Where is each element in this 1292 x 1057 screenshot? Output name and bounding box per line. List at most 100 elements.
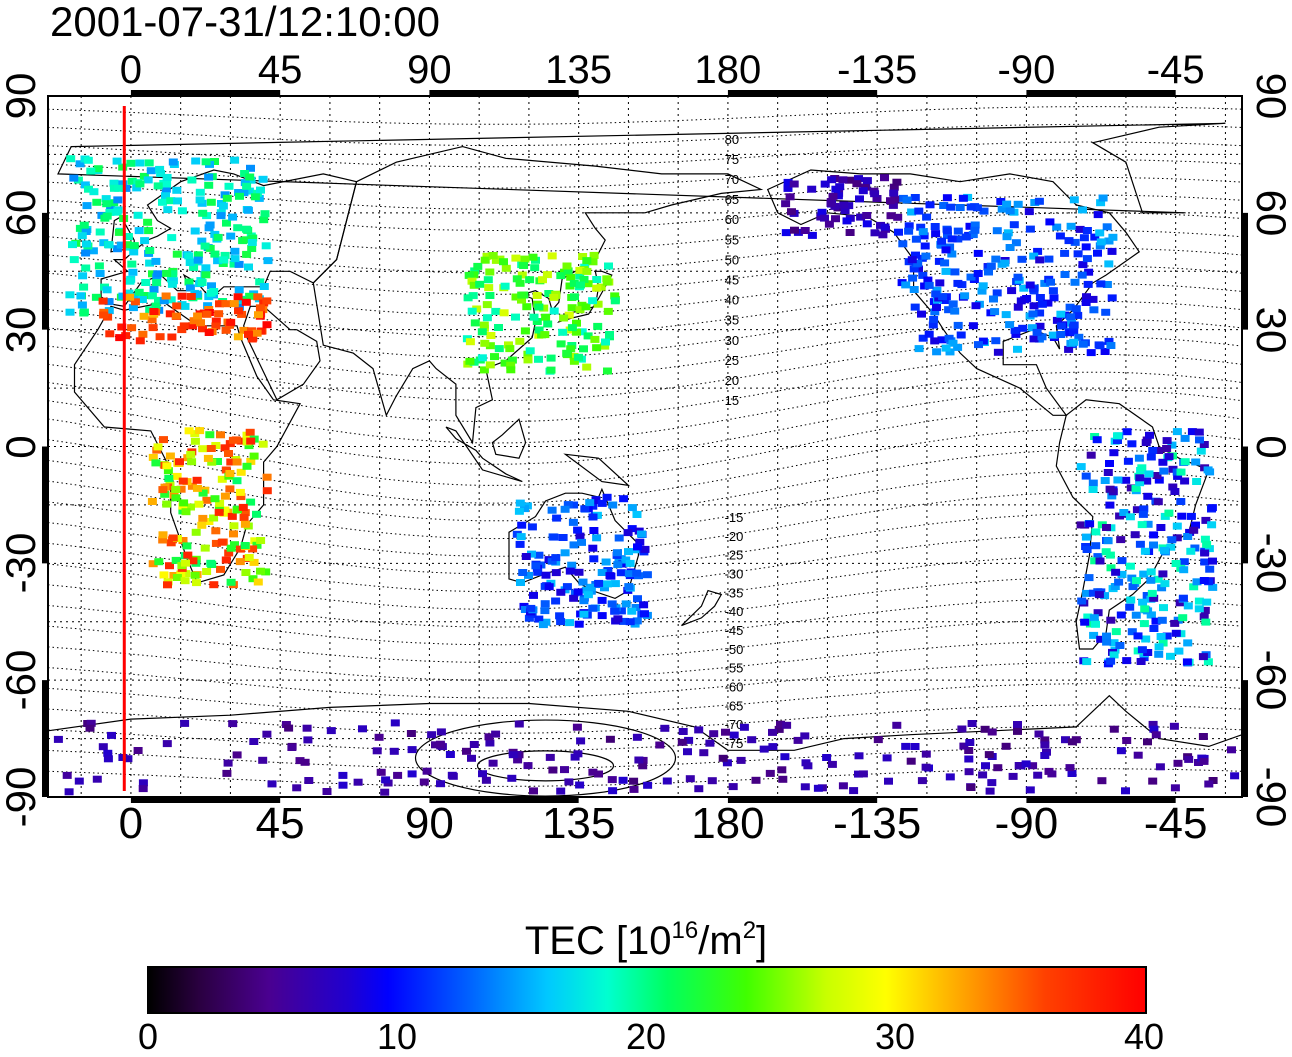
- tec-point: [1154, 643, 1164, 651]
- tec-point: [103, 755, 113, 763]
- tec-point: [1173, 759, 1183, 767]
- tec-point: [259, 216, 269, 224]
- tec-point: [225, 485, 235, 493]
- tec-point: [122, 241, 132, 249]
- tec-point: [210, 250, 220, 258]
- tec-point: [215, 300, 224, 308]
- tec-point: [187, 458, 197, 466]
- tec-point: [431, 741, 440, 749]
- tec-point: [546, 366, 556, 374]
- tec-point: [135, 159, 145, 167]
- tec-point: [1016, 297, 1026, 305]
- tec-point: [240, 170, 250, 177]
- tec-point: [1178, 614, 1188, 622]
- tec-point: [500, 282, 510, 290]
- tec-point: [248, 575, 258, 583]
- tec-point: [165, 452, 175, 460]
- tec-point: [662, 777, 672, 785]
- tec-point: [1080, 618, 1090, 626]
- tec-point: [624, 570, 634, 578]
- tec-point: [1191, 458, 1201, 466]
- tec-point: [1195, 436, 1204, 444]
- tec-point: [523, 762, 533, 770]
- tec-point: [1064, 237, 1074, 245]
- tec-point: [572, 319, 581, 327]
- tec-point: [1111, 628, 1121, 636]
- tec-point: [151, 302, 161, 310]
- tec-point: [718, 754, 728, 762]
- tec-point: [479, 321, 489, 329]
- tec-point: [1125, 562, 1135, 570]
- tec-point: [534, 551, 544, 559]
- tec-point: [1156, 633, 1166, 640]
- tec-point: [232, 506, 242, 514]
- tec-point: [1093, 211, 1103, 219]
- tec-point: [1130, 531, 1140, 539]
- tec-point: [214, 508, 224, 516]
- contour-label: 70: [725, 172, 739, 187]
- tec-point: [172, 472, 182, 480]
- tec-point: [1083, 613, 1093, 621]
- tec-point: [930, 337, 940, 345]
- bottom-longitude-tick: 135: [541, 799, 616, 848]
- tec-point: [578, 253, 588, 260]
- tec-point: [603, 367, 612, 375]
- tec-point: [406, 730, 416, 737]
- tec-point: [921, 750, 931, 758]
- tec-point: [555, 612, 565, 620]
- tec-point: [637, 530, 646, 538]
- tec-point: [551, 554, 561, 562]
- tec-point: [118, 163, 128, 171]
- tec-point: [610, 607, 620, 615]
- coastline-greenland: [57, 122, 1226, 214]
- tec-point: [239, 189, 249, 197]
- tec-point: [931, 230, 941, 238]
- tec-point: [781, 200, 791, 208]
- tec-point: [910, 194, 920, 201]
- tec-point: [577, 328, 587, 336]
- tec-point: [860, 183, 870, 191]
- tec-point: [1089, 614, 1099, 622]
- tec-point: [1162, 445, 1172, 452]
- tec-point: [525, 276, 535, 284]
- tec-point: [261, 568, 271, 576]
- tec-point: [540, 607, 550, 615]
- tec-point: [856, 213, 866, 221]
- tec-point: [1179, 558, 1189, 566]
- coastline-africa: [73, 301, 302, 584]
- tec-point: [918, 228, 928, 236]
- tec-point: [149, 308, 159, 315]
- tec-point: [1153, 575, 1163, 583]
- tec-point: [1069, 328, 1079, 336]
- tec-point: [82, 240, 91, 248]
- bottom-longitude-tick: 180: [691, 799, 765, 848]
- tec-point: [488, 252, 498, 259]
- tec-point: [482, 314, 492, 322]
- tec-point: [295, 757, 305, 765]
- tec-point: [575, 266, 585, 274]
- tec-point: [563, 501, 573, 509]
- tec-point: [171, 556, 181, 564]
- tec-point: [610, 297, 620, 305]
- tec-point: [186, 293, 196, 300]
- tec-point: [124, 289, 134, 297]
- tec-point: [529, 313, 539, 321]
- tec-point: [1202, 598, 1212, 606]
- tec-point: [1081, 299, 1091, 306]
- tec-point: [603, 307, 613, 315]
- tec-point: [62, 771, 72, 779]
- mlat-contour: [47, 353, 1243, 423]
- tec-point: [942, 194, 952, 202]
- tec-point: [130, 293, 140, 301]
- bottom-longitude-tick: 0: [118, 799, 144, 848]
- tec-point: [588, 604, 598, 612]
- tec-point: [477, 328, 487, 336]
- tec-point: [1173, 472, 1183, 480]
- tec-point: [517, 521, 527, 529]
- tec-point: [211, 539, 221, 547]
- tec-point: [751, 776, 761, 784]
- tec-point: [222, 219, 231, 227]
- tec-point: [932, 304, 941, 311]
- tec-point: [263, 257, 273, 265]
- tec-point: [197, 521, 207, 529]
